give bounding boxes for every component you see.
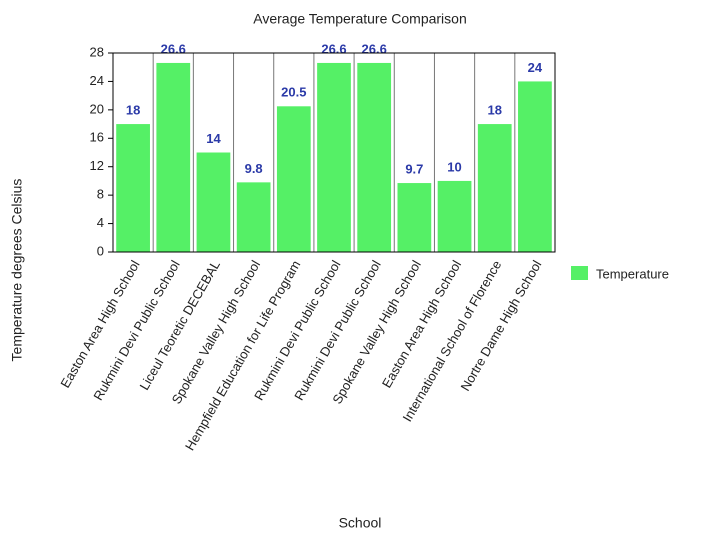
x-tick-label: Easton Area High School <box>57 258 142 391</box>
bar <box>518 81 552 252</box>
legend-swatch <box>571 266 588 280</box>
chart-title: Average Temperature Comparison <box>253 11 467 27</box>
value-label: 26.6 <box>362 41 387 56</box>
bar <box>276 106 311 252</box>
bar <box>116 124 150 252</box>
y-tick-label: 0 <box>97 243 104 258</box>
bar <box>477 124 512 252</box>
y-tick-label: 8 <box>97 187 104 202</box>
y-tick-label: 24 <box>90 73 104 88</box>
y-tick-label: 16 <box>90 130 104 145</box>
value-label: 9.8 <box>245 161 263 176</box>
x-tick-label: Easton Area High School <box>379 258 464 391</box>
value-label: 20.5 <box>281 85 306 100</box>
value-label: 18 <box>126 103 140 118</box>
x-axis-label: School <box>339 515 382 531</box>
y-tick-label: 4 <box>97 215 104 230</box>
y-tick-label: 12 <box>90 158 104 173</box>
value-label: 18 <box>487 103 501 118</box>
bar <box>397 183 432 252</box>
value-label: 10 <box>447 159 461 174</box>
y-tick-label: 20 <box>90 101 104 116</box>
value-label: 14 <box>206 131 221 146</box>
x-tick-label: Nortre Dame High School <box>457 258 544 394</box>
value-label: 9.7 <box>405 161 423 176</box>
bar <box>317 62 351 253</box>
y-tick-label: 28 <box>90 44 104 59</box>
x-tick-label: Liceul Teoretic DECEBAL <box>136 258 223 393</box>
y-axis-label: Temperature degrees Celsius <box>9 179 25 362</box>
bar <box>156 62 191 253</box>
bar <box>437 180 472 252</box>
bar <box>236 182 271 252</box>
value-label: 24 <box>528 60 543 75</box>
legend-label: Temperature <box>596 266 669 281</box>
value-label: 26.6 <box>161 41 186 56</box>
value-label: 26.6 <box>321 41 346 56</box>
bar <box>196 152 231 252</box>
bar <box>357 62 392 253</box>
plot-frame <box>112 52 556 253</box>
